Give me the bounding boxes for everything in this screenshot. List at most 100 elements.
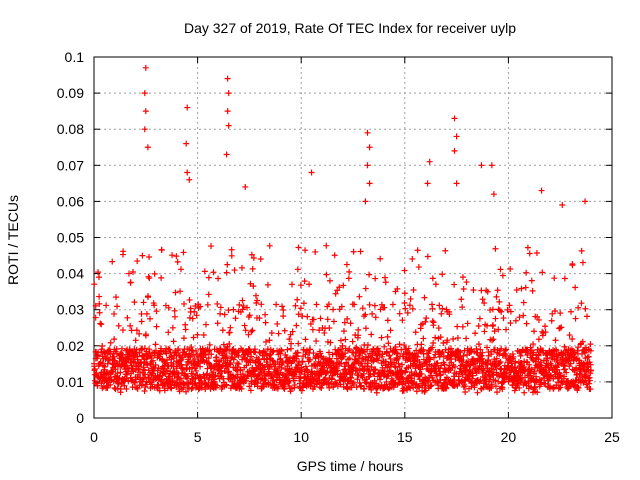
- data-point: [184, 373, 191, 380]
- data-point: [529, 355, 536, 362]
- data-point: [393, 349, 400, 356]
- data-point: [220, 341, 227, 348]
- data-point: [571, 367, 578, 374]
- data-point: [405, 345, 412, 352]
- data-point: [125, 378, 132, 385]
- data-point: [349, 338, 356, 345]
- data-point: [495, 326, 502, 333]
- data-point: [503, 346, 510, 353]
- data-point: [518, 377, 525, 384]
- data-point: [559, 379, 566, 386]
- data-point: [569, 262, 576, 269]
- data-point: [129, 365, 136, 372]
- data-point: [146, 346, 153, 353]
- y-tick-label: 0: [76, 410, 84, 426]
- data-point: [420, 335, 427, 342]
- data-point: [306, 281, 313, 288]
- data-point: [366, 144, 373, 151]
- data-point: [92, 302, 99, 309]
- data-point: [436, 302, 443, 309]
- data-point: [338, 303, 345, 310]
- data-point: [564, 385, 571, 392]
- x-tick-label: 5: [194, 429, 202, 445]
- data-point: [359, 305, 366, 312]
- data-point: [364, 162, 371, 169]
- data-point: [101, 363, 108, 370]
- data-point: [367, 371, 374, 378]
- x-tick-label: 10: [293, 429, 309, 445]
- data-point: [555, 362, 562, 369]
- data-point: [326, 325, 333, 332]
- data-point: [312, 248, 319, 255]
- data-point: [373, 389, 380, 396]
- data-point: [224, 357, 231, 364]
- data-point: [302, 351, 309, 358]
- data-point: [332, 378, 339, 385]
- data-point: [292, 373, 299, 380]
- data-point: [496, 360, 503, 367]
- data-point: [180, 249, 187, 256]
- data-point: [542, 380, 549, 387]
- data-point: [144, 353, 151, 360]
- data-point: [116, 374, 123, 381]
- data-point: [113, 345, 120, 352]
- data-point: [191, 308, 198, 315]
- data-point: [310, 316, 317, 323]
- data-point: [587, 386, 594, 393]
- data-point: [124, 371, 131, 378]
- data-point: [350, 248, 357, 255]
- data-point: [469, 372, 476, 379]
- data-point: [567, 360, 574, 367]
- data-point: [370, 358, 377, 365]
- data-point: [371, 302, 378, 309]
- data-point: [313, 338, 320, 345]
- data-point: [141, 126, 148, 133]
- y-tick-label: 0.08: [57, 121, 84, 137]
- data-point: [133, 327, 140, 334]
- data-point: [219, 327, 226, 334]
- data-point: [422, 318, 429, 325]
- data-point: [418, 370, 425, 377]
- data-point: [280, 307, 287, 314]
- data-point: [459, 323, 466, 330]
- data-point: [142, 371, 149, 378]
- data-point: [94, 352, 101, 359]
- data-point: [197, 303, 204, 310]
- data-point: [123, 359, 130, 366]
- data-point: [204, 301, 211, 308]
- data-point: [358, 382, 365, 389]
- data-point: [478, 162, 485, 169]
- data-point: [337, 346, 344, 353]
- data-point: [366, 180, 373, 187]
- data-point: [188, 370, 195, 377]
- data-point: [497, 359, 504, 366]
- data-point: [292, 302, 299, 309]
- data-point: [262, 319, 269, 326]
- data-point: [343, 261, 350, 268]
- data-point: [223, 269, 230, 276]
- data-point: [247, 387, 254, 394]
- data-point: [266, 337, 273, 344]
- data-point: [406, 302, 413, 309]
- data-point: [407, 385, 414, 392]
- data-point: [489, 337, 496, 344]
- data-point: [158, 246, 165, 253]
- data-point: [143, 310, 150, 317]
- data-point: [520, 312, 527, 319]
- data-point: [495, 378, 502, 385]
- data-point: [457, 349, 464, 356]
- data-point: [346, 345, 353, 352]
- data-point: [425, 379, 432, 386]
- data-point: [530, 341, 537, 348]
- data-point: [578, 247, 585, 254]
- data-point: [502, 370, 509, 377]
- data-point: [534, 313, 541, 320]
- data-point: [235, 361, 242, 368]
- data-point: [152, 362, 159, 369]
- data-point: [347, 320, 354, 327]
- data-point: [129, 268, 136, 275]
- data-point: [471, 357, 478, 364]
- data-point: [578, 300, 585, 307]
- data-point: [362, 311, 369, 318]
- data-point: [464, 363, 471, 370]
